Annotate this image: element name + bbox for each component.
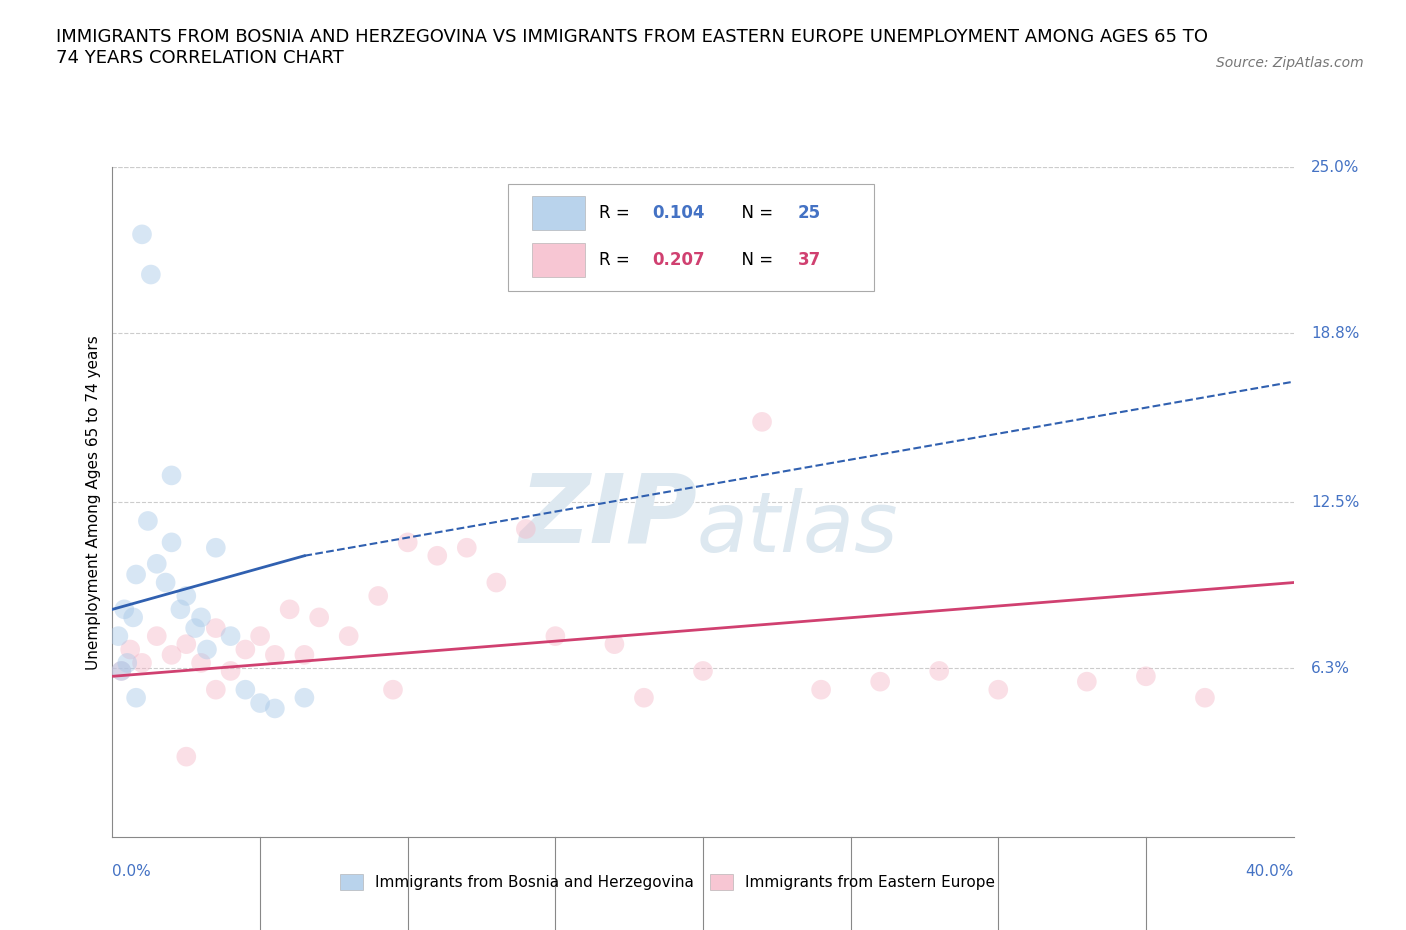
Point bbox=[190, 656, 212, 671]
Point bbox=[426, 549, 449, 564]
Point bbox=[869, 674, 891, 689]
Text: 37: 37 bbox=[797, 251, 821, 269]
Point bbox=[205, 620, 228, 635]
Point bbox=[155, 575, 177, 590]
Text: R =: R = bbox=[599, 251, 636, 269]
Text: 18.8%: 18.8% bbox=[1312, 326, 1360, 341]
Text: 40.0%: 40.0% bbox=[1246, 864, 1294, 879]
Text: 25.0%: 25.0% bbox=[1312, 160, 1360, 175]
FancyBboxPatch shape bbox=[531, 196, 585, 230]
Text: 0.207: 0.207 bbox=[652, 251, 704, 269]
Point bbox=[751, 415, 773, 430]
Point bbox=[292, 690, 315, 705]
Point bbox=[233, 642, 256, 657]
Text: Source: ZipAtlas.com: Source: ZipAtlas.com bbox=[1216, 56, 1364, 70]
Point bbox=[120, 642, 142, 657]
Point bbox=[190, 610, 212, 625]
Point bbox=[1194, 690, 1216, 705]
Point bbox=[139, 267, 162, 282]
Text: 12.5%: 12.5% bbox=[1312, 495, 1360, 510]
Point bbox=[205, 683, 228, 698]
Point bbox=[174, 637, 197, 652]
Point bbox=[107, 629, 129, 644]
Point bbox=[264, 701, 287, 716]
Point bbox=[633, 690, 655, 705]
Text: N =: N = bbox=[731, 204, 779, 222]
Point bbox=[485, 575, 508, 590]
Point bbox=[122, 610, 145, 625]
Point bbox=[219, 629, 242, 644]
Point bbox=[125, 690, 148, 705]
Point bbox=[987, 683, 1010, 698]
Point bbox=[396, 535, 419, 550]
Point bbox=[125, 567, 148, 582]
Point bbox=[131, 656, 153, 671]
Point bbox=[205, 540, 228, 555]
Point bbox=[928, 663, 950, 678]
Point bbox=[174, 750, 197, 764]
Point bbox=[160, 647, 183, 662]
Point bbox=[110, 663, 132, 678]
Legend: Immigrants from Bosnia and Herzegovina, Immigrants from Eastern Europe: Immigrants from Bosnia and Herzegovina, … bbox=[335, 868, 1001, 897]
Point bbox=[219, 663, 242, 678]
Point bbox=[169, 602, 191, 617]
Point bbox=[249, 629, 271, 644]
Point bbox=[160, 468, 183, 483]
Point bbox=[278, 602, 301, 617]
Point bbox=[112, 602, 135, 617]
Point bbox=[692, 663, 714, 678]
FancyBboxPatch shape bbox=[508, 184, 875, 291]
Point bbox=[160, 535, 183, 550]
Point bbox=[184, 620, 207, 635]
Point bbox=[233, 683, 256, 698]
Point bbox=[1135, 669, 1157, 684]
Text: atlas: atlas bbox=[696, 488, 898, 569]
Point bbox=[367, 589, 389, 604]
Point bbox=[292, 647, 315, 662]
Point bbox=[337, 629, 360, 644]
Point bbox=[117, 656, 138, 671]
Point bbox=[810, 683, 832, 698]
Point bbox=[110, 663, 132, 678]
Point bbox=[308, 610, 330, 625]
Point bbox=[603, 637, 626, 652]
Text: ZIP: ZIP bbox=[520, 469, 697, 562]
Point bbox=[544, 629, 567, 644]
Point bbox=[174, 589, 197, 604]
Point bbox=[136, 513, 159, 528]
Text: IMMIGRANTS FROM BOSNIA AND HERZEGOVINA VS IMMIGRANTS FROM EASTERN EUROPE UNEMPLO: IMMIGRANTS FROM BOSNIA AND HERZEGOVINA V… bbox=[56, 28, 1208, 67]
FancyBboxPatch shape bbox=[531, 243, 585, 276]
Y-axis label: Unemployment Among Ages 65 to 74 years: Unemployment Among Ages 65 to 74 years bbox=[86, 335, 101, 670]
Text: 0.0%: 0.0% bbox=[112, 864, 152, 879]
Point bbox=[1076, 674, 1098, 689]
Text: R =: R = bbox=[599, 204, 636, 222]
Point bbox=[264, 647, 287, 662]
Point bbox=[146, 556, 169, 571]
Point bbox=[131, 227, 153, 242]
Text: N =: N = bbox=[731, 251, 779, 269]
Point bbox=[249, 696, 271, 711]
Text: 25: 25 bbox=[797, 204, 821, 222]
Point bbox=[195, 642, 218, 657]
Text: 0.104: 0.104 bbox=[652, 204, 704, 222]
Point bbox=[146, 629, 169, 644]
Point bbox=[456, 540, 478, 555]
Point bbox=[515, 522, 537, 537]
Point bbox=[382, 683, 405, 698]
Text: 6.3%: 6.3% bbox=[1312, 660, 1350, 676]
